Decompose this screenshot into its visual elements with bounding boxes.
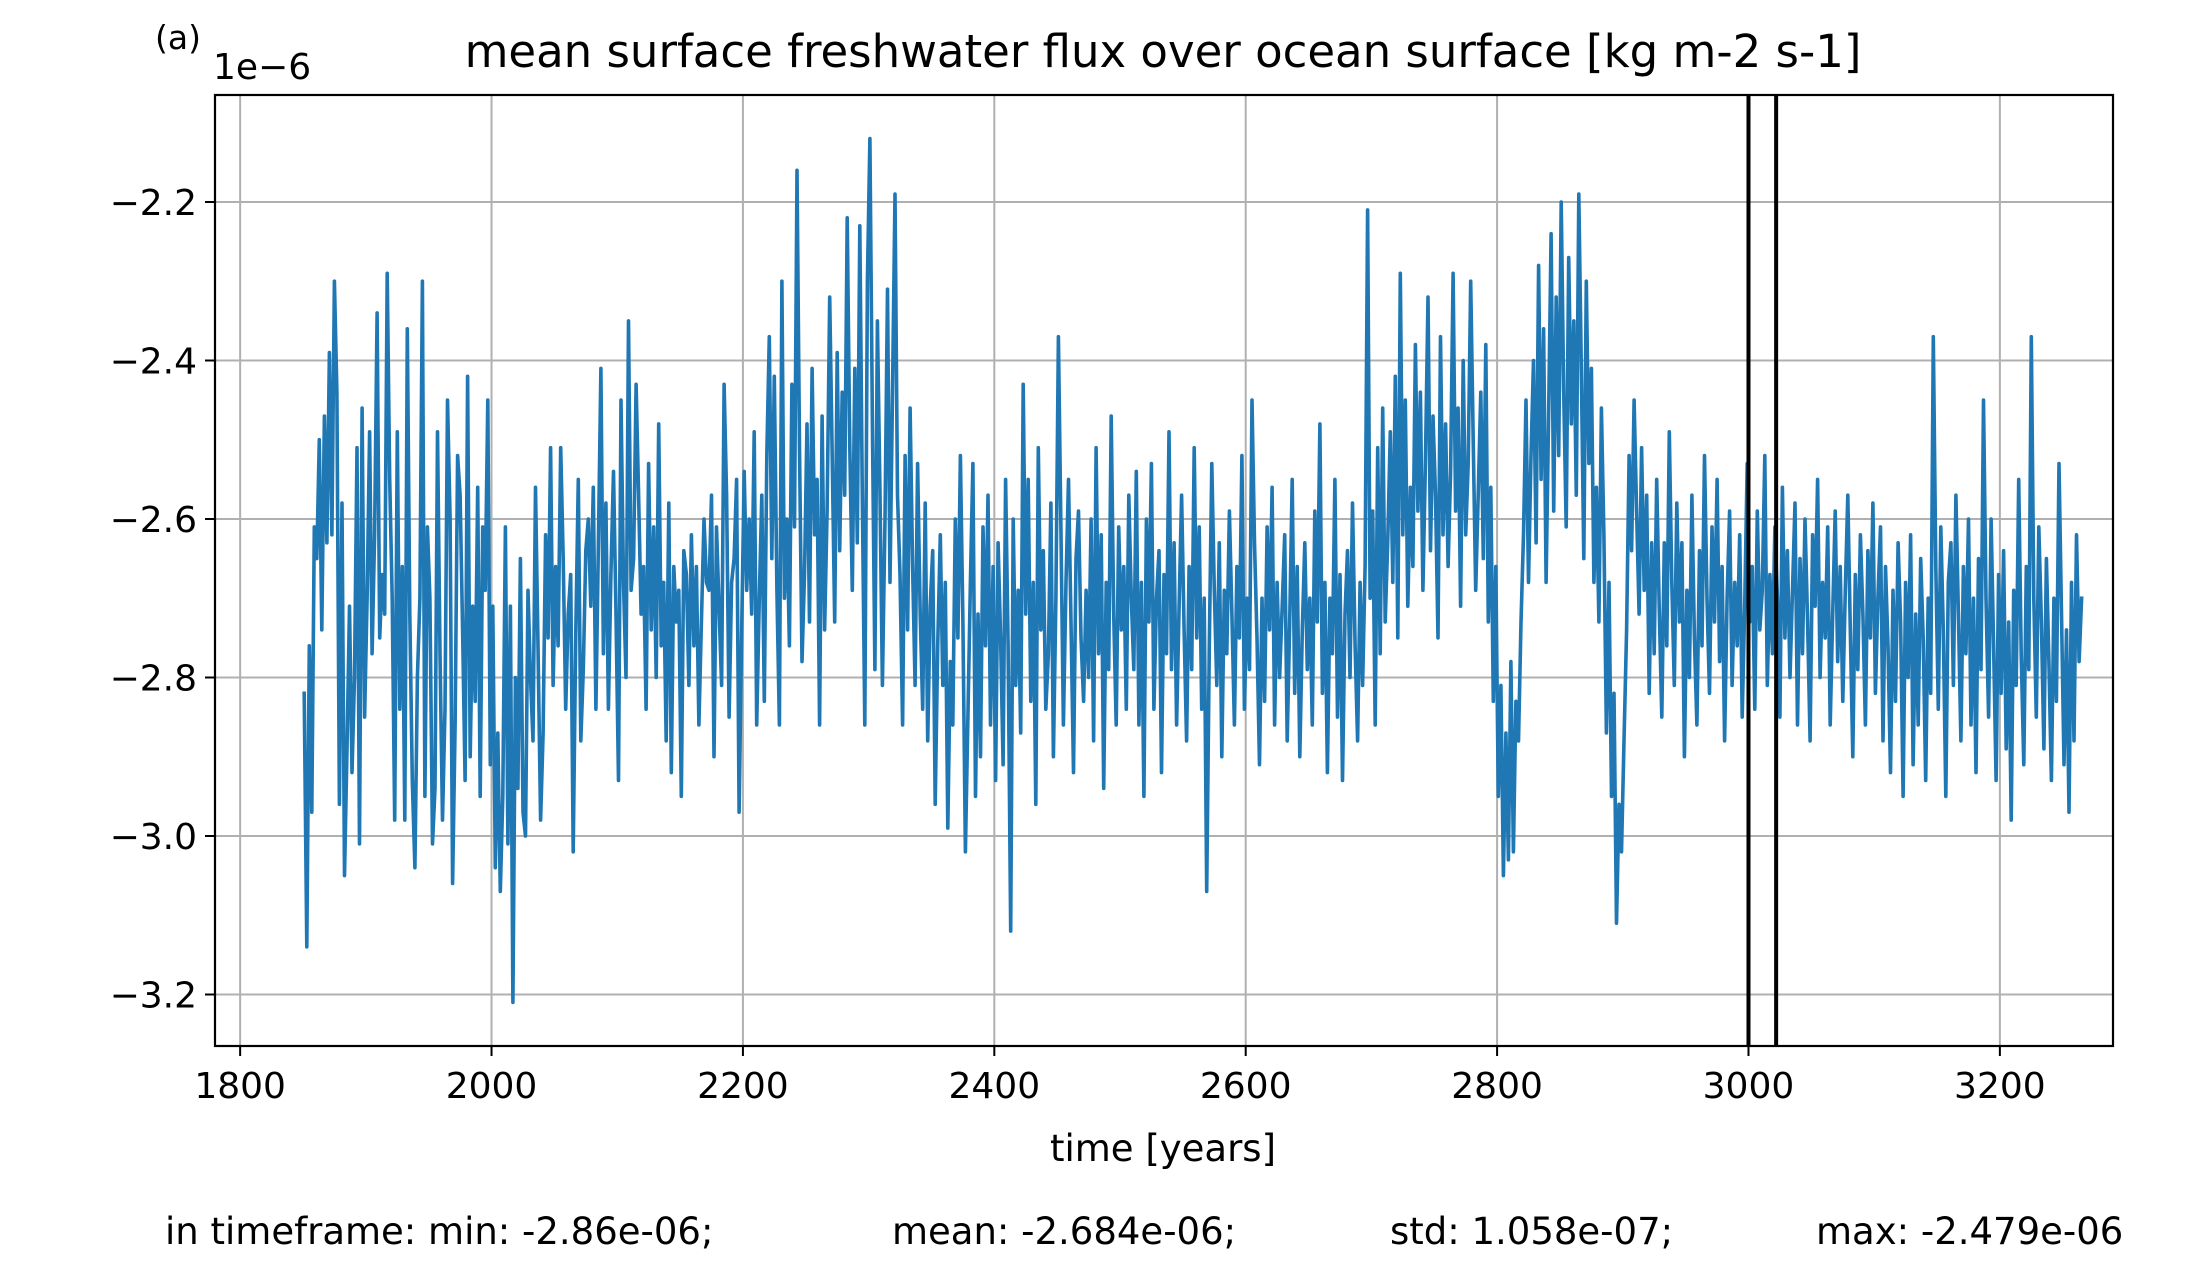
x-tick-label: 2000 <box>446 1066 538 1107</box>
stats-max: max: -2.479e-06 <box>1816 1210 2123 1253</box>
x-tick-label: 2800 <box>1451 1066 1543 1107</box>
stats-mean: mean: -2.684e-06; <box>892 1210 1236 1253</box>
x-tick-label: 2600 <box>1200 1066 1292 1107</box>
y-tick-label: −2.4 <box>110 341 197 382</box>
x-ticks: 1800 2000 2200 2400 2600 2800 3000 3200 <box>194 1046 2046 1107</box>
chart-title: mean surface freshwater flux over ocean … <box>465 25 1862 78</box>
axes-frame <box>213 93 2115 1048</box>
stats-min: in timeframe: min: -2.86e-06; <box>165 1210 713 1253</box>
panel-label: (a) <box>155 18 201 57</box>
plot-line-group <box>302 136 2084 1005</box>
y-offset-label: 1e−6 <box>213 47 311 88</box>
x-tick-label: 2200 <box>697 1066 789 1107</box>
y-tick-label: −2.8 <box>110 658 197 699</box>
x-tick-label: 3200 <box>1954 1066 2046 1107</box>
y-tick-label: −3.2 <box>110 975 197 1016</box>
stats-std: std: 1.058e-07; <box>1390 1210 1673 1253</box>
x-tick-label: 3000 <box>1703 1066 1795 1107</box>
y-tick-label: −2.6 <box>110 500 197 541</box>
y-tick-label: −2.2 <box>110 183 197 224</box>
x-tick-label: 2400 <box>948 1066 1040 1107</box>
series-line <box>302 136 2084 1005</box>
x-tick-label: 1800 <box>194 1066 286 1107</box>
y-tick-label: −3.0 <box>110 817 197 858</box>
x-axis-label: time [years] <box>1050 1127 1276 1170</box>
vlines <box>1746 95 1779 1046</box>
y-ticks: −3.2 −3.0 −2.8 −2.6 −2.4 −2.2 <box>110 183 215 1016</box>
